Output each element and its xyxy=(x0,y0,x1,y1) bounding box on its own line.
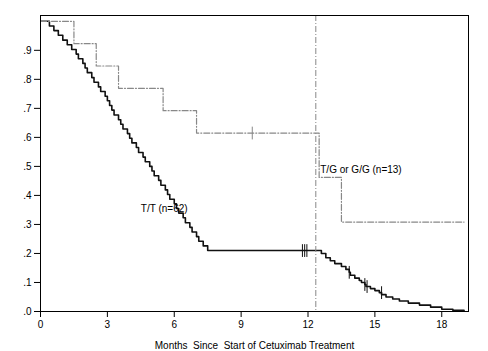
svg-text:.5: .5 xyxy=(23,161,32,172)
svg-text:9: 9 xyxy=(238,319,244,330)
svg-text:.3: .3 xyxy=(23,219,32,230)
svg-text:12: 12 xyxy=(302,319,314,330)
svg-text:3: 3 xyxy=(105,319,111,330)
svg-text:Months Since Start of Cetuxi: Months Since Start of Cetuximab Treatmen… xyxy=(155,340,355,351)
svg-text:.4: .4 xyxy=(23,190,32,201)
svg-text:.9: .9 xyxy=(23,45,32,56)
svg-text:.7: .7 xyxy=(23,103,32,114)
svg-text:15: 15 xyxy=(369,319,381,330)
svg-text:18: 18 xyxy=(436,319,448,330)
svg-text:.6: .6 xyxy=(23,132,32,143)
svg-text:.0: .0 xyxy=(23,306,32,317)
svg-text:.1: .1 xyxy=(23,277,32,288)
svg-text:0: 0 xyxy=(38,319,44,330)
svg-text:T/T (n=62): T/T (n=62) xyxy=(141,203,188,214)
svg-text:T/G or G/G (n=13): T/G or G/G (n=13) xyxy=(320,164,401,175)
svg-text:.8: .8 xyxy=(23,74,32,85)
svg-text:.2: .2 xyxy=(23,248,32,259)
svg-text:6: 6 xyxy=(171,319,177,330)
